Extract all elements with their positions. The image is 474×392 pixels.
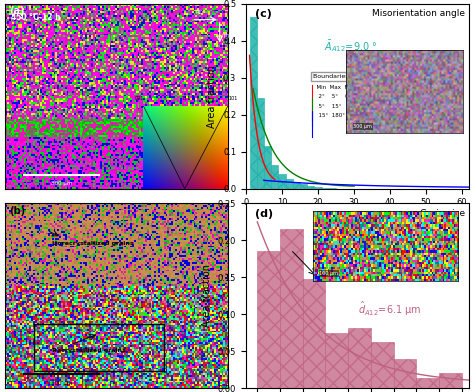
Text: $\bar{A}_{A12}$=9.0 °: $\bar{A}_{A12}$=9.0 ° xyxy=(324,38,378,54)
Text: 300 μm: 300 μm xyxy=(51,381,72,386)
Bar xyxy=(300,184,307,189)
Bar xyxy=(303,279,326,388)
Bar xyxy=(257,98,264,189)
Text: Boundaries: Rotation Angle: Boundaries: Rotation Angle xyxy=(313,74,399,79)
Bar xyxy=(293,182,300,189)
Text: Grain size: Grain size xyxy=(419,209,465,218)
Text: 2°    5°    0.453: 2° 5° 0.453 xyxy=(315,94,361,100)
Text: RD: RD xyxy=(195,10,203,15)
Bar xyxy=(314,187,321,189)
Bar xyxy=(249,17,257,189)
Text: 5°    15°   0.429: 5° 15° 0.429 xyxy=(315,103,363,109)
Bar xyxy=(257,251,280,388)
Bar xyxy=(280,229,303,388)
Bar xyxy=(34,324,164,370)
Text: Recrystallized grains: Recrystallized grains xyxy=(52,348,126,353)
Text: Min  Max  Fraction: Min Max Fraction xyxy=(313,85,366,90)
Text: (d): (d) xyxy=(255,209,273,219)
Bar xyxy=(321,187,329,189)
Bar xyxy=(264,146,271,189)
Y-axis label: Area fraction: Area fraction xyxy=(208,65,218,128)
Bar xyxy=(416,379,439,388)
Bar xyxy=(371,341,393,388)
Text: Misorientation angle: Misorientation angle xyxy=(372,9,465,18)
Text: (b): (b) xyxy=(9,205,26,216)
Bar xyxy=(348,327,371,388)
Bar xyxy=(326,333,348,388)
Bar xyxy=(439,373,462,388)
Text: (c): (c) xyxy=(255,9,272,20)
Y-axis label: Area fraction: Area fraction xyxy=(202,264,212,327)
Text: TD: TD xyxy=(221,34,229,39)
Text: 450 °C-12 h: 450 °C-12 h xyxy=(11,13,61,22)
X-axis label: Angle (°): Angle (°) xyxy=(336,213,379,223)
Bar xyxy=(285,180,293,189)
Text: 15°  180°  0.119: 15° 180° 0.119 xyxy=(315,113,365,118)
Bar xyxy=(271,165,278,189)
Text: 300 μm: 300 μm xyxy=(51,181,72,187)
Text: (a): (a) xyxy=(9,6,25,16)
Bar xyxy=(393,359,416,388)
Bar xyxy=(307,186,314,189)
Text: Unrecrystallized grains: Unrecrystallized grains xyxy=(52,241,134,246)
Text: $\hat{d}_{A12}$=6.1 μm: $\hat{d}_{A12}$=6.1 μm xyxy=(357,300,421,318)
Bar xyxy=(329,188,336,189)
Bar xyxy=(278,174,285,189)
